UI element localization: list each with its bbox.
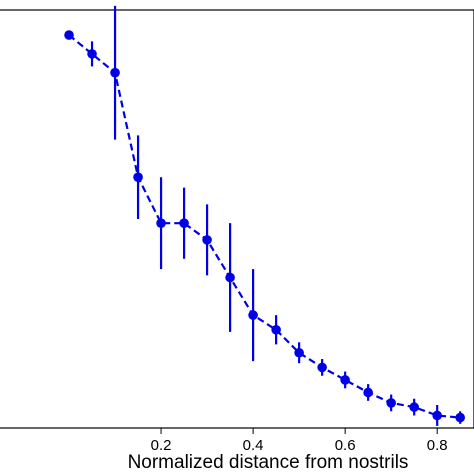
x-tick-label: 0.2 — [151, 437, 172, 454]
data-point — [294, 347, 304, 358]
data-point — [248, 310, 258, 320]
x-tick-label: 0.8 — [427, 437, 448, 454]
plot-frame — [0, 9, 474, 429]
data-point — [133, 172, 143, 182]
data-point — [271, 324, 281, 335]
x-tick-label: 0.6 — [335, 437, 356, 454]
x-axis: 0.2 0.4 0.6 0.8 — [151, 428, 448, 454]
data-point — [409, 402, 419, 412]
data-point — [340, 375, 350, 385]
data-point — [110, 67, 120, 78]
data-point — [455, 412, 465, 423]
data-point — [225, 272, 235, 283]
x-axis-title: Normalized distance from nostrils — [128, 452, 409, 473]
series-line — [68, 34, 461, 419]
data-point — [432, 410, 442, 421]
data-point — [179, 218, 189, 228]
data-point — [363, 387, 373, 398]
data-point — [64, 30, 74, 40]
data-point — [87, 49, 97, 59]
x-tick-label: 0.4 — [243, 437, 264, 454]
data-point — [386, 398, 396, 408]
data-point — [317, 362, 327, 373]
data-point — [156, 218, 166, 228]
data-point — [202, 235, 212, 245]
data-series — [64, 5, 465, 426]
